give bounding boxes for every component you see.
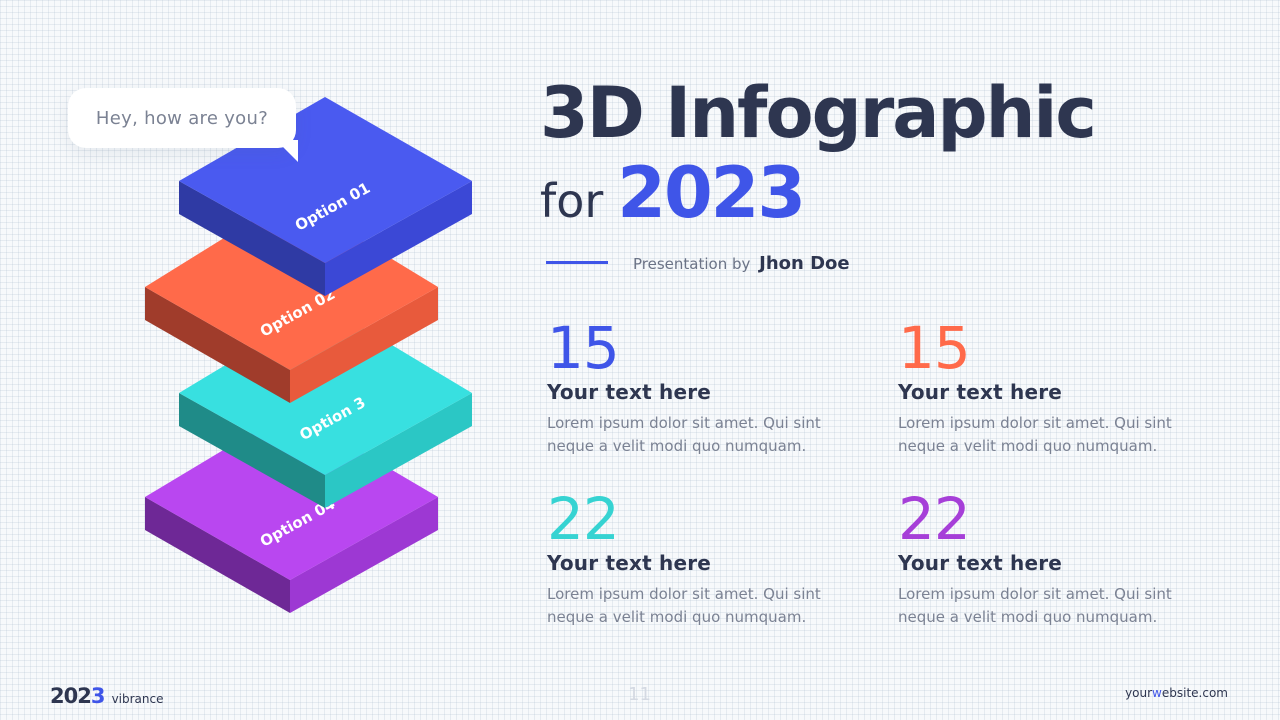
layer-right-face — [325, 393, 472, 508]
stat-body: Lorem ipsum dolor sit amet. Qui sint neq… — [547, 585, 821, 626]
layer-2: Option 02 — [145, 197, 438, 403]
website-accent: w — [1152, 686, 1162, 700]
speech-bubble-text: Hey, how are you? — [95, 107, 269, 129]
stat-number: 22 — [547, 485, 620, 553]
layer-left-face — [179, 181, 325, 296]
layer-left-face — [179, 393, 325, 508]
website-link[interactable]: yourwebsite.com — [1125, 686, 1228, 700]
layer-1: Option 01 — [179, 97, 472, 296]
layer-top-face — [145, 197, 438, 370]
stat-heading: Your text here — [547, 551, 712, 575]
stat-number: 15 — [898, 314, 971, 382]
title-prefix: for — [540, 174, 604, 228]
stat-heading: Your text here — [547, 380, 712, 404]
layer-left-face — [145, 287, 290, 403]
stat-number: 22 — [898, 485, 971, 553]
stat-number: 15 — [547, 314, 620, 382]
layer-left-face — [145, 497, 290, 613]
speech-bubble-tail — [276, 140, 298, 162]
layer-right-face — [290, 287, 438, 403]
footer-logo: 2023 vibrance — [50, 684, 164, 708]
page-number: 11 — [628, 684, 651, 705]
stat-block-2: 15 Your text here Lorem ipsum dolor sit … — [898, 318, 1218, 458]
layer-3: Option 3 — [179, 305, 472, 508]
website-part: your — [1125, 686, 1153, 700]
layer-right-face — [325, 181, 472, 296]
stat-body: Lorem ipsum dolor sit amet. Qui sint neq… — [547, 414, 821, 455]
author-name: Jhon Doe — [759, 253, 850, 274]
stat-heading: Your text here — [898, 551, 1063, 575]
title-divider — [546, 261, 608, 264]
stat-block-4: 22 Your text here Lorem ipsum dolor sit … — [898, 489, 1218, 629]
stat-block-3: 22 Your text here Lorem ipsum dolor sit … — [547, 489, 867, 629]
stat-body: Lorem ipsum dolor sit amet. Qui sint neq… — [898, 585, 1172, 626]
website-part: ebsite.com — [1161, 686, 1228, 700]
byline: Presentation by Jhon Doe — [633, 253, 850, 274]
title-line-2: for 2023 — [540, 152, 806, 234]
stat-body: Lorem ipsum dolor sit amet. Qui sint neq… — [898, 414, 1172, 455]
logo-year-part: 202 — [50, 684, 92, 708]
layer-top-face — [179, 97, 472, 263]
stat-heading: Your text here — [898, 380, 1063, 404]
title-line-1: 3D Infographic — [540, 72, 1097, 154]
layer-right-face — [290, 497, 438, 613]
stat-block-1: 15 Your text here Lorem ipsum dolor sit … — [547, 318, 867, 458]
logo-brand: vibrance — [111, 692, 164, 706]
logo-year-accent: 3 — [90, 684, 106, 708]
layer-top-face — [145, 410, 438, 580]
byline-prefix: Presentation by — [633, 255, 751, 273]
speech-bubble: Hey, how are you? — [68, 88, 296, 148]
title-year: 2023 — [617, 152, 806, 234]
layer-top-face — [179, 305, 472, 475]
